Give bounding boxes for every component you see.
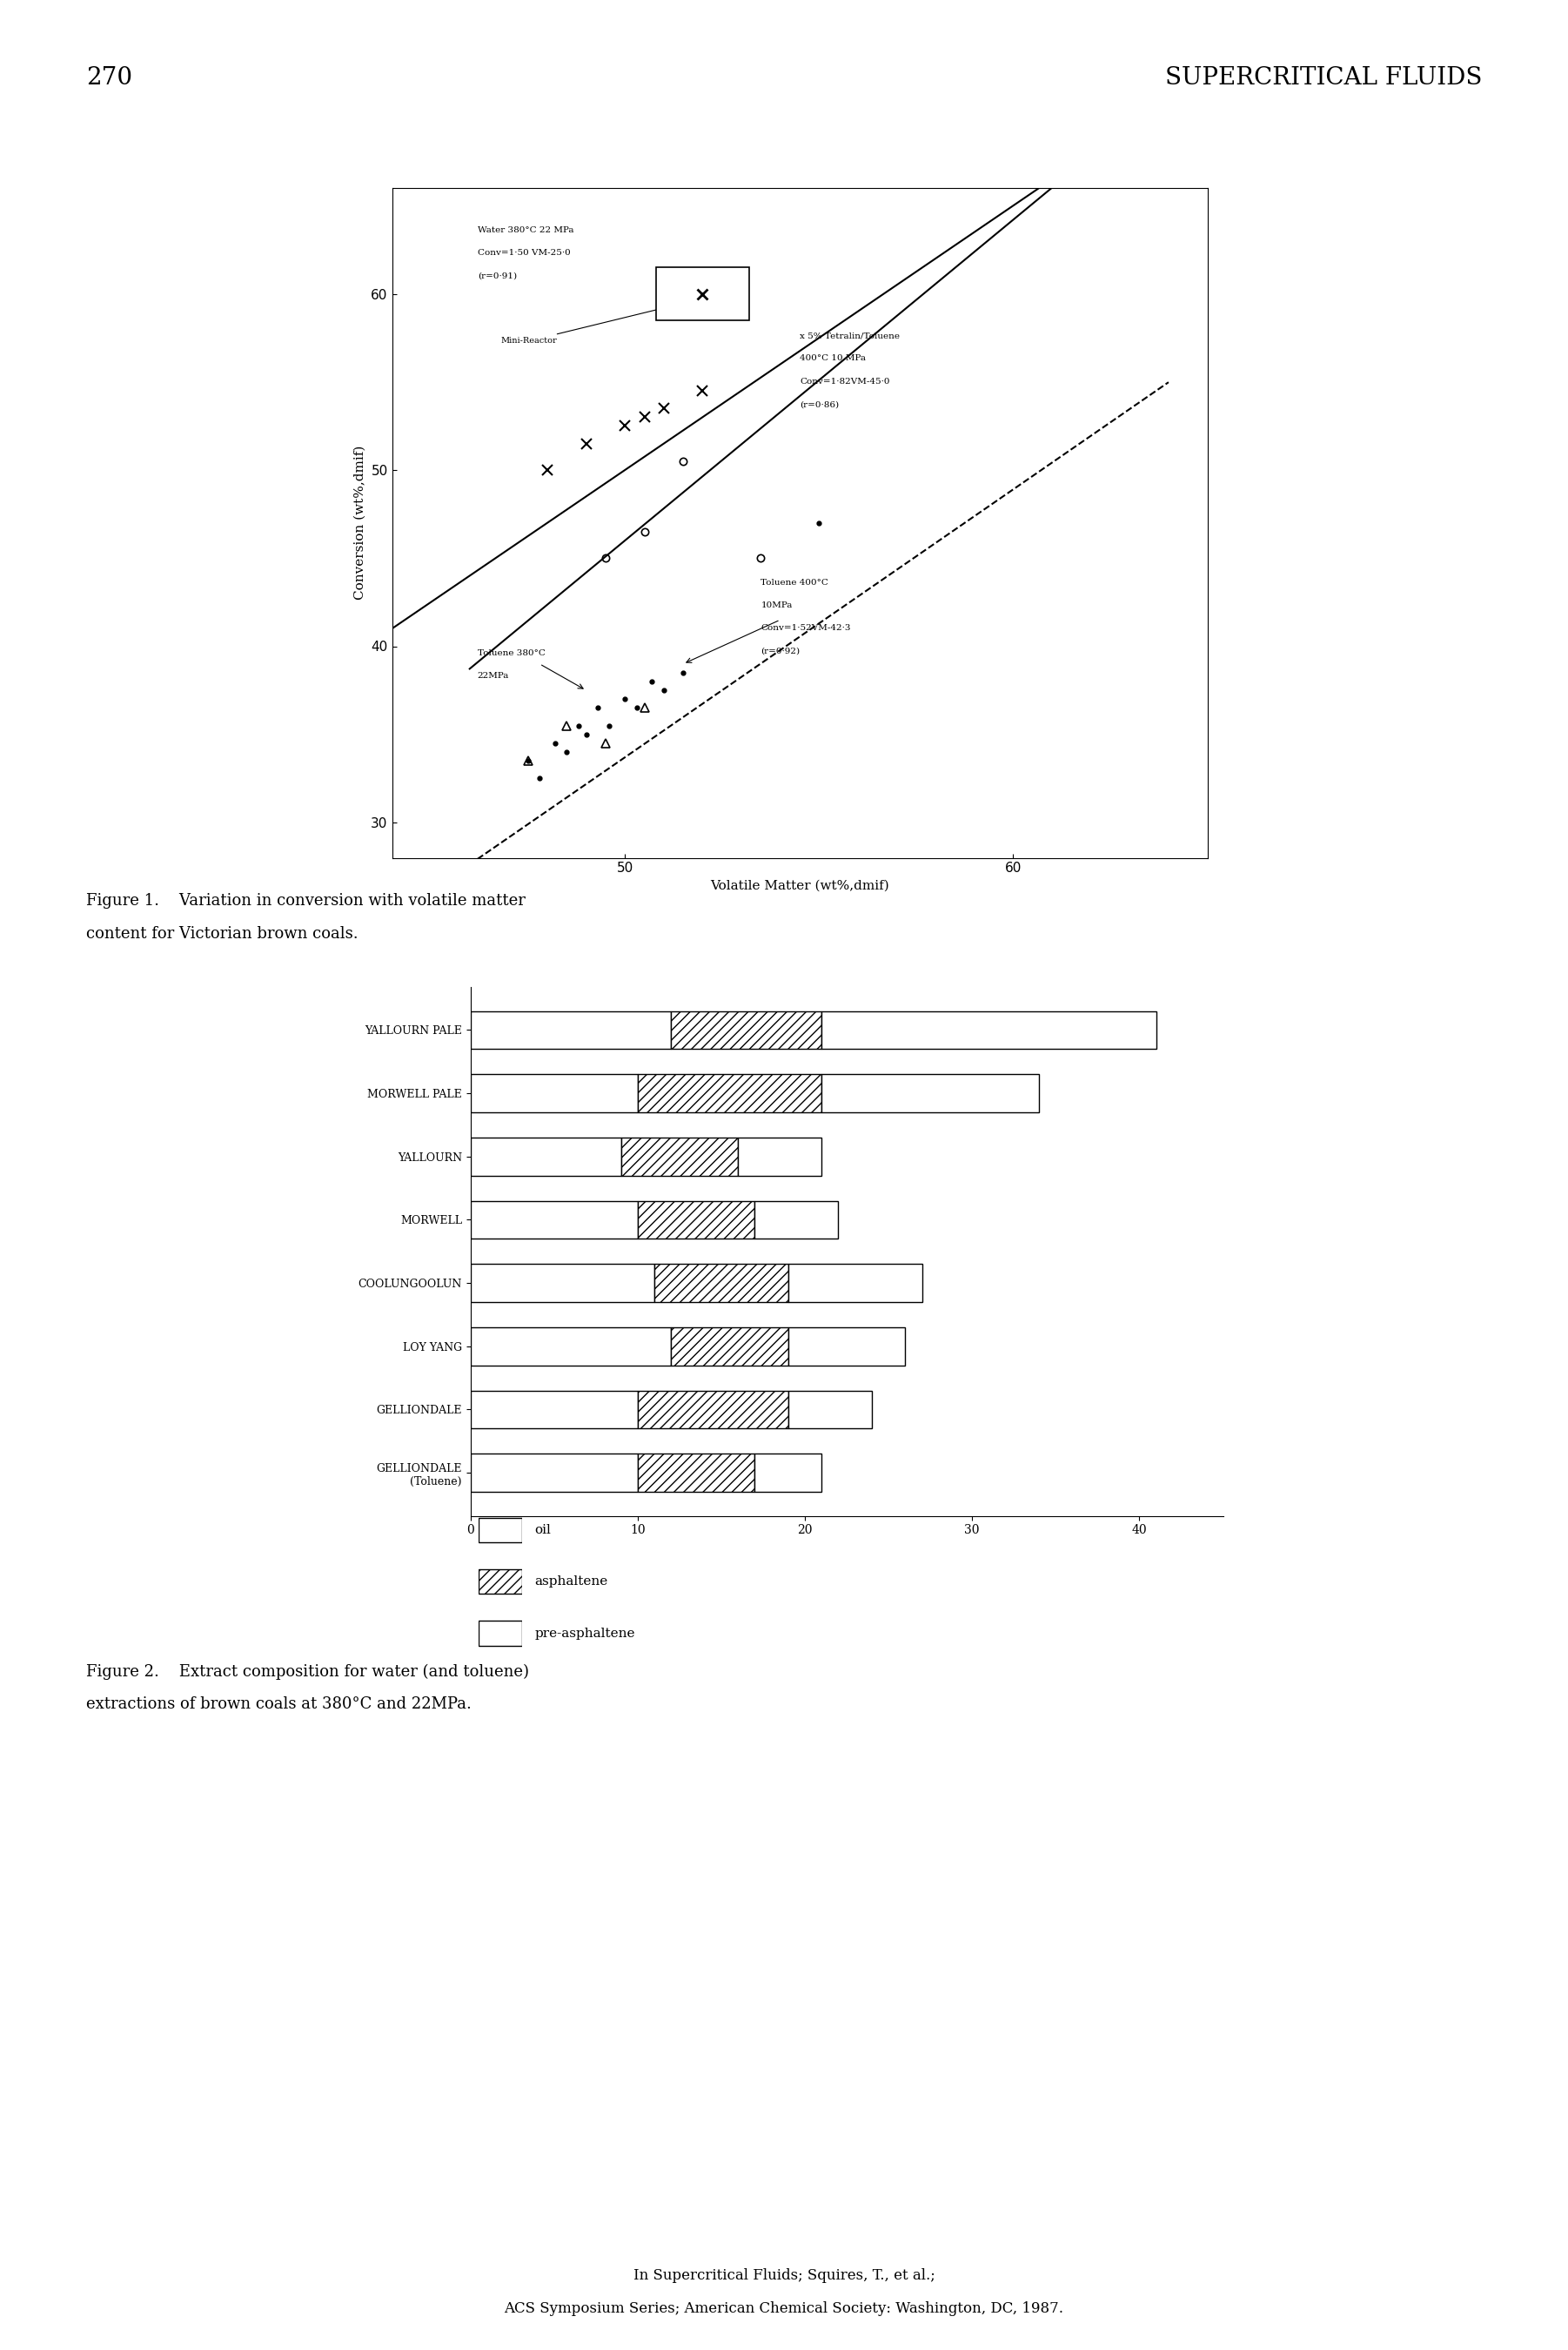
Text: 400°C 10 MPa: 400°C 10 MPa xyxy=(800,355,866,362)
Text: asphaltene: asphaltene xyxy=(535,1574,608,1589)
Bar xyxy=(754,1455,822,1492)
Bar xyxy=(478,1518,522,1542)
Bar xyxy=(478,1570,522,1593)
Text: Conv=1·52VM-42·3: Conv=1·52VM-42·3 xyxy=(760,625,851,632)
Y-axis label: Conversion (wt%,dmif): Conversion (wt%,dmif) xyxy=(354,446,365,599)
Bar xyxy=(822,1074,1040,1112)
Bar xyxy=(478,1621,522,1645)
Text: oil: oil xyxy=(535,1523,550,1537)
Bar xyxy=(789,1264,922,1302)
Bar xyxy=(638,1455,754,1492)
Bar xyxy=(470,1074,638,1112)
Text: x 5% Tetralin/Toluene: x 5% Tetralin/Toluene xyxy=(800,331,900,338)
Text: Figure 2.    Extract composition for water (and toluene): Figure 2. Extract composition for water … xyxy=(86,1664,528,1680)
Bar xyxy=(621,1137,739,1175)
Bar xyxy=(638,1201,754,1238)
Bar xyxy=(822,1010,1156,1048)
Text: (r=0·86): (r=0·86) xyxy=(800,400,839,409)
Bar xyxy=(470,1328,671,1365)
Text: Conv=1·82VM-45·0: Conv=1·82VM-45·0 xyxy=(800,378,889,385)
Text: Mini-Reactor: Mini-Reactor xyxy=(500,306,668,345)
Text: content for Victorian brown coals.: content for Victorian brown coals. xyxy=(86,926,358,942)
Bar xyxy=(789,1328,905,1365)
Bar xyxy=(638,1074,822,1112)
Bar xyxy=(470,1201,638,1238)
Bar xyxy=(470,1391,638,1429)
Bar xyxy=(739,1137,822,1175)
Text: Water 380°C 22 MPa: Water 380°C 22 MPa xyxy=(477,226,574,233)
Bar xyxy=(671,1328,789,1365)
Bar xyxy=(470,1264,654,1302)
Bar xyxy=(654,1264,789,1302)
Bar xyxy=(671,1010,822,1048)
X-axis label: Volatile Matter (wt%,dmif): Volatile Matter (wt%,dmif) xyxy=(710,879,889,893)
Bar xyxy=(655,268,750,320)
Bar xyxy=(470,1010,671,1048)
Bar xyxy=(638,1391,789,1429)
Text: SUPERCRITICAL FLUIDS: SUPERCRITICAL FLUIDS xyxy=(1165,66,1482,89)
Text: ACS Symposium Series; American Chemical Society: Washington, DC, 1987.: ACS Symposium Series; American Chemical … xyxy=(505,2301,1063,2315)
Text: pre-asphaltene: pre-asphaltene xyxy=(535,1626,635,1640)
Text: Toluene 380°C: Toluene 380°C xyxy=(477,649,546,656)
Text: In Supercritical Fluids; Squires, T., et al.;: In Supercritical Fluids; Squires, T., et… xyxy=(633,2268,935,2282)
Bar xyxy=(754,1201,839,1238)
Text: 270: 270 xyxy=(86,66,132,89)
Bar xyxy=(470,1455,638,1492)
Bar xyxy=(470,1137,621,1175)
Text: 10MPa: 10MPa xyxy=(760,602,792,609)
Text: (r=0·91): (r=0·91) xyxy=(477,273,517,280)
Text: 22MPa: 22MPa xyxy=(477,672,510,679)
Text: Figure 1.    Variation in conversion with volatile matter: Figure 1. Variation in conversion with v… xyxy=(86,893,525,909)
Text: Conv=1·50 VM-25·0: Conv=1·50 VM-25·0 xyxy=(477,249,571,256)
Text: extractions of brown coals at 380°C and 22MPa.: extractions of brown coals at 380°C and … xyxy=(86,1697,472,1713)
Bar xyxy=(789,1391,872,1429)
Text: (r=0·92): (r=0·92) xyxy=(760,646,800,656)
Text: Toluene 400°C: Toluene 400°C xyxy=(760,578,828,585)
